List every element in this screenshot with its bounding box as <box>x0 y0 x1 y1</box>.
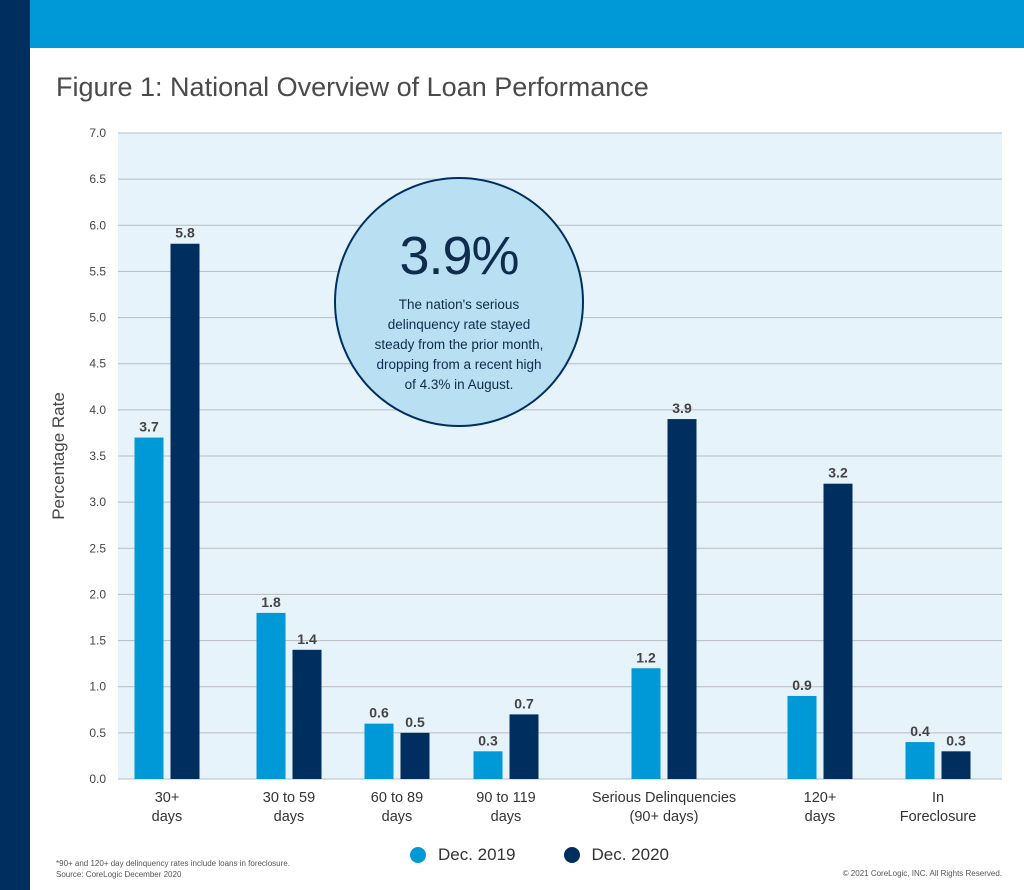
legend-label-dec-2020: Dec. 2020 <box>591 845 670 864</box>
x-tick-label: Serious Delinquencies <box>592 790 736 806</box>
x-tick-label: days <box>491 809 522 825</box>
x-tick-label: Foreclosure <box>900 809 977 825</box>
bar-dec-2020 <box>941 751 971 779</box>
x-tick-label: days <box>382 809 413 825</box>
data-label: 0.3 <box>478 732 498 748</box>
bar-dec-2019 <box>905 742 935 779</box>
y-axis-label: Percentage Rate <box>49 392 68 520</box>
bar-dec-2020 <box>823 483 853 779</box>
side-bar <box>0 0 30 890</box>
callout-value: 3.9% <box>399 226 519 286</box>
bar-dec-2020 <box>667 419 697 779</box>
y-tick-label: 6.0 <box>89 218 106 232</box>
x-tick-label: In <box>932 790 944 806</box>
y-tick-label: 1.5 <box>89 634 106 648</box>
x-tick-label: 120+ <box>804 790 837 806</box>
data-label: 1.2 <box>636 649 656 665</box>
legend-item-dec-2020: Dec. 2020 <box>563 845 670 865</box>
legend-item-dec-2019: Dec. 2019 <box>410 845 516 865</box>
bar-dec-2020 <box>509 714 539 779</box>
bar-dec-2019 <box>256 612 286 779</box>
data-label: 1.8 <box>261 594 281 610</box>
y-tick-label: 4.5 <box>89 357 106 371</box>
x-tick-label: 90 to 119 <box>476 790 535 806</box>
y-tick-label: 2.5 <box>89 541 106 555</box>
bar-dec-2020 <box>170 243 200 779</box>
bar-dec-2020 <box>292 649 322 779</box>
x-tick-label: days <box>805 809 836 825</box>
bar-dec-2019 <box>631 668 661 779</box>
y-tick-label: 0.5 <box>89 726 106 740</box>
data-label: 0.7 <box>514 695 534 711</box>
y-tick-label: 1.0 <box>89 680 106 694</box>
data-label: 3.2 <box>828 465 848 481</box>
y-tick-label: 7.0 <box>89 126 106 140</box>
chart-title: Figure 1: National Overview of Loan Perf… <box>56 72 649 102</box>
x-tick-label: (90+ days) <box>630 809 699 825</box>
y-tick-label: 4.0 <box>89 403 106 417</box>
x-tick-label: 30 to 59 <box>263 790 315 806</box>
footnote: *90+ and 120+ day delinquency rates incl… <box>56 859 290 868</box>
data-label: 5.8 <box>175 225 195 241</box>
bar-dec-2019 <box>134 437 164 779</box>
data-label: 0.6 <box>369 705 389 721</box>
bar-dec-2019 <box>787 695 817 779</box>
data-label: 0.3 <box>946 732 966 748</box>
legend-swatch-dec-2020 <box>563 847 580 863</box>
data-label: 0.5 <box>405 714 425 730</box>
x-tick-label: 30+ <box>155 790 180 806</box>
bar-dec-2019 <box>473 751 503 779</box>
y-tick-label: 5.5 <box>89 264 106 278</box>
bar-chart: 0.0 0.5 1.0 1.5 2.0 2.5 3.0 3.5 4.0 4.5 5.0 5.5 6.0 6… <box>49 126 1002 825</box>
y-tick-label: 2.0 <box>89 587 106 601</box>
legend-label-dec-2019: Dec. 2019 <box>438 845 516 864</box>
y-tick-label: 3.5 <box>89 449 106 463</box>
data-label: 3.9 <box>672 400 692 416</box>
x-tick-label: days <box>152 809 183 825</box>
legend: Dec. 2019 Dec. 2020 <box>410 845 717 865</box>
x-tick-label: days <box>274 809 305 825</box>
data-label: 1.4 <box>297 631 317 647</box>
y-tick-label: 5.0 <box>89 311 106 325</box>
header-bar <box>0 0 1024 48</box>
legend-swatch-dec-2019 <box>410 847 426 863</box>
y-tick-label: 6.5 <box>89 172 106 186</box>
x-tick-label: 60 to 89 <box>371 790 423 806</box>
data-label: 3.7 <box>139 419 159 435</box>
y-tick-label: 3.0 <box>89 495 106 509</box>
callout-circle: 3.9% The nation's serious delinquency ra… <box>334 177 584 427</box>
bar-dec-2019 <box>364 723 394 779</box>
data-label: 0.9 <box>792 677 812 693</box>
bar-dec-2020 <box>400 732 430 779</box>
source-note: Source: CoreLogic December 2020 <box>56 870 182 879</box>
y-tick-label: 0.0 <box>89 772 106 786</box>
copyright: © 2021 CoreLogic, INC. All Rights Reserv… <box>842 869 1002 878</box>
data-label: 0.4 <box>910 723 930 739</box>
callout-text: The nation's serious delinquency rate st… <box>374 297 544 392</box>
